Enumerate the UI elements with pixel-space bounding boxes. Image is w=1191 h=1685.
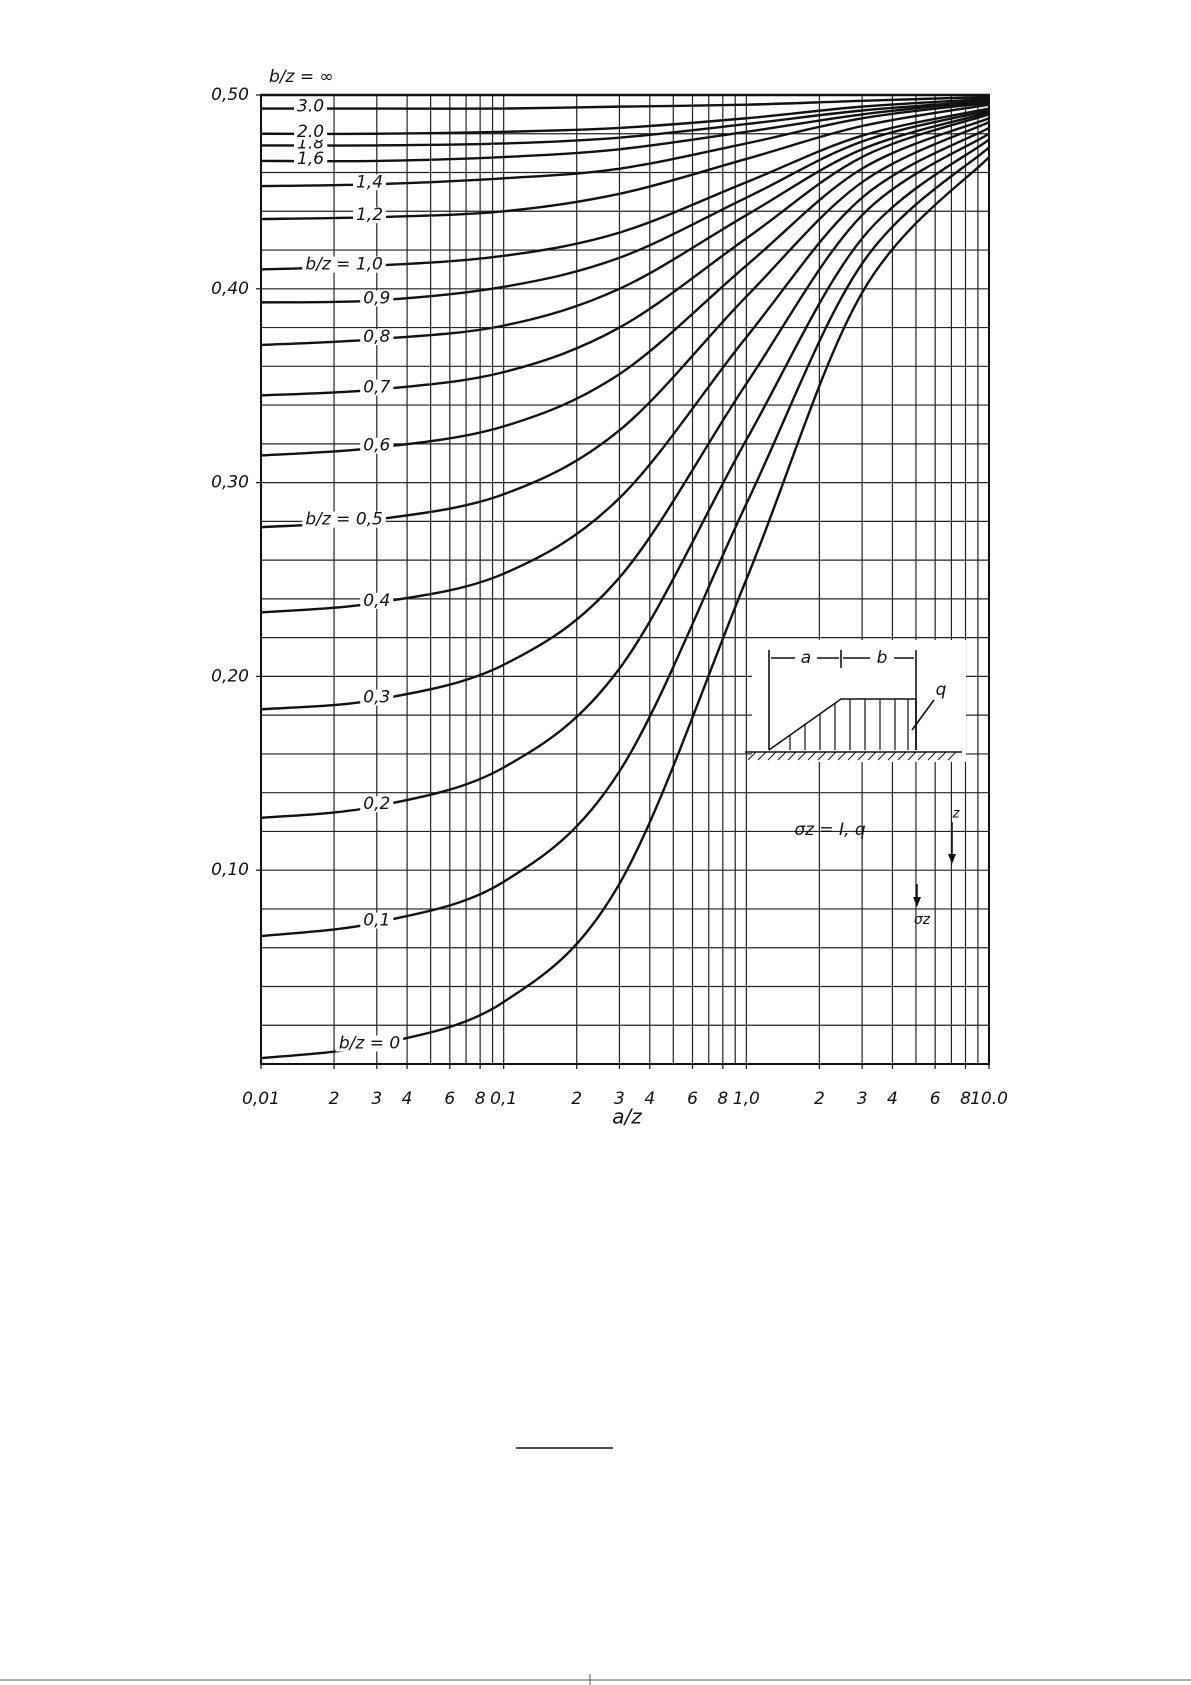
inset-label: z (952, 807, 961, 822)
label-background (335, 1035, 404, 1052)
label-background (302, 511, 386, 528)
label-background (360, 329, 394, 346)
x-tick-label: 4 (402, 1089, 413, 1109)
y-tick-label: 0,10 (211, 860, 249, 880)
x-tick-label: 8 (960, 1089, 971, 1109)
label-background (360, 912, 394, 929)
label-background (294, 98, 328, 115)
series-label: 0,1 (363, 911, 390, 931)
curve (261, 95, 990, 110)
y-tick-label: 0,30 (211, 473, 249, 493)
inset-label: σz = I, q (794, 820, 866, 840)
label-background (352, 207, 387, 224)
x-tick-label: 8 (717, 1089, 728, 1109)
series-label: 1,6 (297, 149, 324, 169)
y-tick-label: 0,50 (211, 85, 249, 105)
curve (260, 97, 990, 136)
label-background (360, 437, 394, 454)
label-background (360, 290, 394, 307)
x-tick-label: 3 (857, 1089, 868, 1109)
x-tick-label: 0,01 (242, 1089, 280, 1109)
inset-ground-hatch (747, 751, 957, 761)
series-label: 0,2 (363, 794, 390, 814)
series-label: b/z = 1,0 (305, 255, 383, 275)
curve (260, 99, 990, 147)
series-label: b/z = 0,5 (305, 510, 383, 530)
inset-arrowhead (913, 897, 921, 907)
x-tick-label: 0,1 (490, 1089, 517, 1109)
x-tick-label: 4 (887, 1089, 898, 1109)
curve (260, 138, 990, 820)
inset-leader (911, 699, 935, 731)
inset-label: a (801, 648, 811, 668)
inset-label: q (936, 680, 947, 700)
series-label: 0,6 (363, 436, 390, 456)
series-label: 2.0 (297, 122, 324, 142)
label-background (294, 123, 328, 140)
label-background (360, 379, 394, 396)
x-tick-label: 3 (371, 1089, 382, 1109)
x-tick-label: 10.0 (970, 1089, 1008, 1109)
x-tick-label: 1,0 (733, 1089, 760, 1109)
inset-hatch (789, 699, 909, 750)
series-label: 0,8 (363, 327, 390, 347)
x-tick-label: 6 (444, 1089, 455, 1109)
x-axis-label: a/z (612, 1105, 642, 1129)
series-label: b/z = 0 (339, 1033, 400, 1053)
label-background (294, 150, 328, 167)
series-label: 1,2 (356, 205, 383, 225)
label-background (352, 174, 387, 191)
x-tick-label: 2 (329, 1089, 340, 1109)
series-label: 0,7 (363, 378, 390, 398)
inset-background (752, 640, 966, 762)
inset-arrowhead (948, 854, 956, 864)
label-background (302, 256, 386, 273)
series-label: 0,3 (363, 688, 390, 708)
series-label: 0,4 (363, 591, 390, 611)
inset-label: σz (914, 912, 931, 928)
series-label: 3.0 (297, 97, 324, 117)
series-label: b/z = ∞ (269, 67, 334, 87)
x-tick-label: 2 (571, 1089, 582, 1109)
x-tick-label: 4 (644, 1089, 655, 1109)
y-tick-label: 0,40 (211, 279, 249, 299)
x-tick-label: 6 (930, 1089, 941, 1109)
x-tick-label: 2 (814, 1089, 825, 1109)
label-background (360, 796, 394, 813)
curve (260, 111, 990, 347)
x-tick-label: 3 (614, 1089, 625, 1109)
curve (260, 146, 990, 938)
label-background (360, 592, 394, 609)
curve (260, 156, 990, 1060)
x-tick-label: 6 (687, 1089, 698, 1109)
inset-diagram: a b q σz = I, q z σz (745, 640, 966, 928)
y-tick-label: 0,20 (211, 666, 249, 686)
label-background (360, 689, 394, 706)
inset-label: b (877, 648, 888, 668)
series-label: 1,4 (356, 172, 383, 192)
x-tick-label: 8 (475, 1089, 486, 1109)
series-label: 0,9 (363, 288, 390, 308)
curve (260, 99, 990, 163)
